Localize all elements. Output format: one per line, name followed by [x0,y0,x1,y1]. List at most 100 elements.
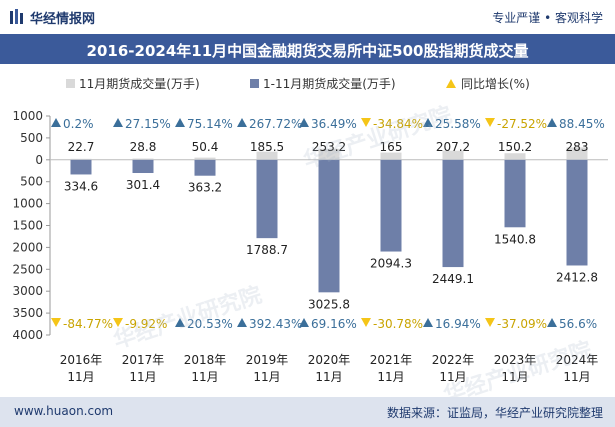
data-label-monthly: 150.2 [498,140,532,154]
bar-monthly [318,148,340,160]
x-tick-label-year: 2017年 [122,353,165,367]
growth-label-cumulative: 69.16% [311,317,357,331]
bar-monthly [566,147,588,160]
growth-label-monthly: 0.2% [63,117,94,131]
bar-monthly [70,158,92,160]
x-tick-label-year: 2024年 [556,353,599,367]
logo-text: 华经情报网 [30,12,96,27]
x-tick-label-year: 2018年 [184,353,227,367]
footer-bar: www.huaon.com 数据来源：证监局，华经产业研究院整理 [0,397,615,427]
data-label-monthly: 28.8 [130,140,157,154]
x-tick-label-year: 2020年 [308,353,351,367]
bar-cumulative [566,159,588,266]
growth-label-monthly: -27.52% [497,117,547,131]
x-tick-label-month: 11月 [563,370,590,384]
y-tick-label: 3000 [12,284,43,298]
x-tick-label-year: 2022年 [432,353,475,367]
y-tick-label: 0 [35,153,43,167]
data-label-cumulative: 1540.8 [494,232,536,246]
bar-monthly [132,158,154,160]
chart-title: 2016-2024年11月中国金融期货交易所中证500股指期货成交量 [86,42,529,60]
data-label-cumulative: 1788.7 [246,243,288,257]
x-tick-label-month: 11月 [315,370,342,384]
x-tick-label-month: 11月 [377,370,404,384]
bar-monthly [256,151,278,160]
bar-cumulative [380,159,402,252]
growth-label-cumulative: -9.92% [125,317,167,331]
x-tick-label-month: 11月 [191,370,218,384]
growth-label-monthly: 88.45% [559,117,605,131]
growth-label-monthly: 267.72% [249,117,302,131]
bar-cumulative [256,159,278,239]
data-label-monthly: 207.2 [436,140,470,154]
bar-cumulative [318,159,340,293]
growth-label-cumulative: 56.6% [559,317,597,331]
y-tick-label: 3500 [12,306,43,320]
header-tag-1: 专业严谨 [492,11,541,25]
bar-cumulative [442,159,464,268]
bar-cumulative [132,159,154,174]
data-label-monthly: 22.7 [68,140,95,154]
growth-marker-cumulative [423,318,433,327]
growth-label-cumulative: -84.77% [63,317,113,331]
header-tag-2: 客观科学 [554,11,603,25]
growth-label-monthly: 36.49% [311,117,357,131]
growth-label-monthly: 75.14% [187,117,233,131]
title-bar: 2016-2024年11月中国金融期货交易所中证500股指期货成交量 [0,34,615,64]
data-label-monthly: 185.5 [250,140,284,154]
footer-url: www.huaon.com [14,404,114,418]
growth-label-cumulative: 16.94% [435,317,481,331]
growth-label-cumulative: 20.53% [187,317,233,331]
growth-marker-monthly [175,118,185,127]
data-label-monthly: 165 [380,140,403,154]
y-tick-label: 1000 [12,109,43,123]
growth-marker-monthly [299,118,309,127]
growth-marker-monthly [51,118,61,127]
data-label-cumulative: 2094.3 [370,257,412,271]
header-bar: 华经情报网 专业严谨 • 客观科学 [0,0,615,34]
growth-marker-cumulative [485,318,495,327]
data-label-monthly: 50.4 [192,140,219,154]
growth-marker-monthly [485,118,495,127]
data-label-monthly: 283 [566,140,589,154]
header-tag-separator: • [540,11,555,25]
bar-monthly [380,152,402,160]
legend-swatch-monthly [66,79,75,88]
y-tick-label: 2500 [12,262,43,276]
y-tick-label: 4000 [12,328,43,342]
growth-marker-monthly [423,118,433,127]
growth-label-monthly: 27.15% [125,117,171,131]
growth-marker-monthly [547,118,557,127]
growth-marker-cumulative [113,318,123,327]
bar-cumulative [194,159,216,176]
data-label-cumulative: 301.4 [126,178,160,192]
growth-label-cumulative: -30.78% [373,317,423,331]
growth-label-cumulative: -37.09% [497,317,547,331]
x-tick-label-month: 11月 [253,370,280,384]
x-tick-label-month: 11月 [67,370,94,384]
growth-marker-cumulative [299,318,309,327]
x-tick-label-month: 11月 [439,370,466,384]
x-tick-label-month: 11月 [129,370,156,384]
footer-source: 数据来源：证监局，华经产业研究院整理 [386,406,603,420]
growth-label-monthly: -34.84% [373,117,423,131]
growth-marker-cumulative [237,318,247,327]
growth-label-monthly: 25.58% [435,117,481,131]
bar-monthly [442,150,464,160]
legend-label-growth: 同比增长(%) [461,77,530,91]
bar-cumulative [70,159,92,175]
growth-label-cumulative: 392.43% [249,317,302,331]
growth-marker-monthly [113,118,123,127]
data-label-cumulative: 363.2 [188,181,222,195]
x-tick-label-month: 11月 [501,370,528,384]
y-tick-label: 500 [20,131,43,145]
y-tick-label: 1000 [12,197,43,211]
x-tick-label-year: 2023年 [494,353,537,367]
y-tick-label: 1500 [12,219,43,233]
chart: 11月期货成交量(万手) 1-11月期货成交量(万手) 同比增长(%) 1000 500… [12,76,608,384]
y-tick-label: 2000 [12,240,43,254]
growth-marker-cumulative [547,318,557,327]
logo-icon [10,9,23,24]
bar-monthly [194,157,216,160]
legend-label-monthly: 11月期货成交量(万手) [79,76,200,91]
